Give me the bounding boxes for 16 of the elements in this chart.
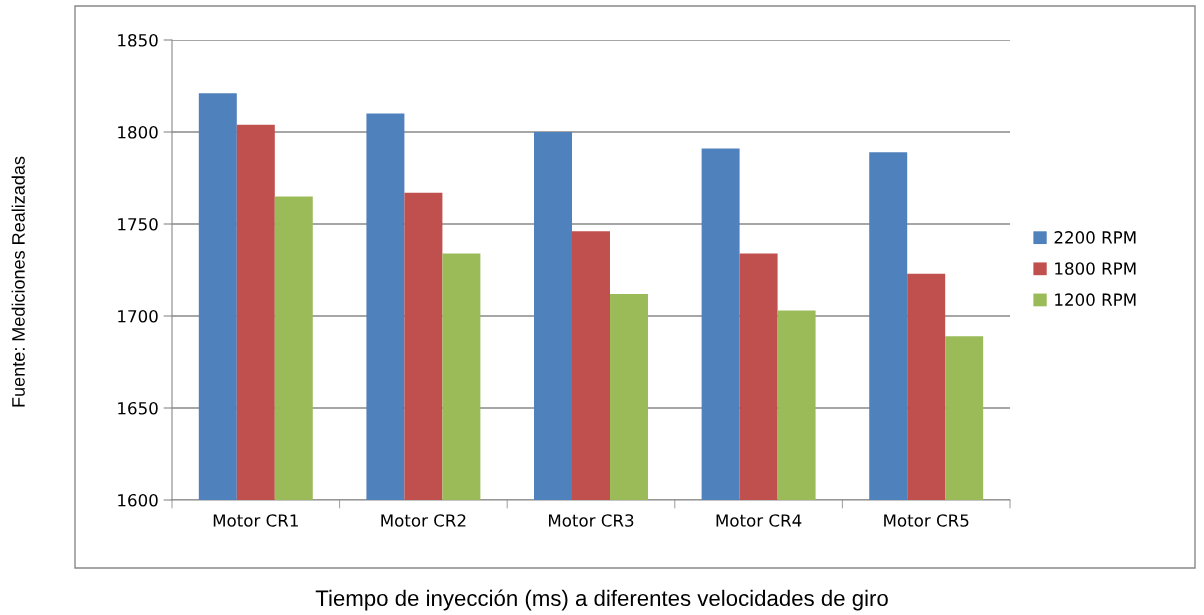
legend-label: 1800 RPM [1055, 262, 1136, 275]
y-tick-label: 1800 [118, 125, 158, 139]
y-tick-label: 1750 [118, 217, 158, 231]
x-axis-title: Tiempo de inyección (ms) a diferentes velocidades de giro [315, 589, 888, 611]
y-tick-label: 1600 [118, 493, 158, 507]
source-note: Fuente: Mediciones Realizadas [11, 156, 25, 407]
legend-label: 1200 RPM [1055, 293, 1136, 306]
x-tick-label: Motor CR5 [884, 514, 969, 527]
x-tick-label: Motor CR2 [381, 514, 466, 527]
y-tick-label: 1850 [118, 33, 158, 47]
x-tick-label: Motor CR4 [716, 514, 802, 527]
y-tick-label: 1700 [118, 309, 158, 323]
x-tick-label: Motor CR1 [213, 514, 298, 527]
x-tick-label: Motor CR3 [548, 514, 634, 527]
legend-label: 2200 RPM [1054, 231, 1136, 244]
y-tick-label: 1650 [118, 401, 158, 415]
